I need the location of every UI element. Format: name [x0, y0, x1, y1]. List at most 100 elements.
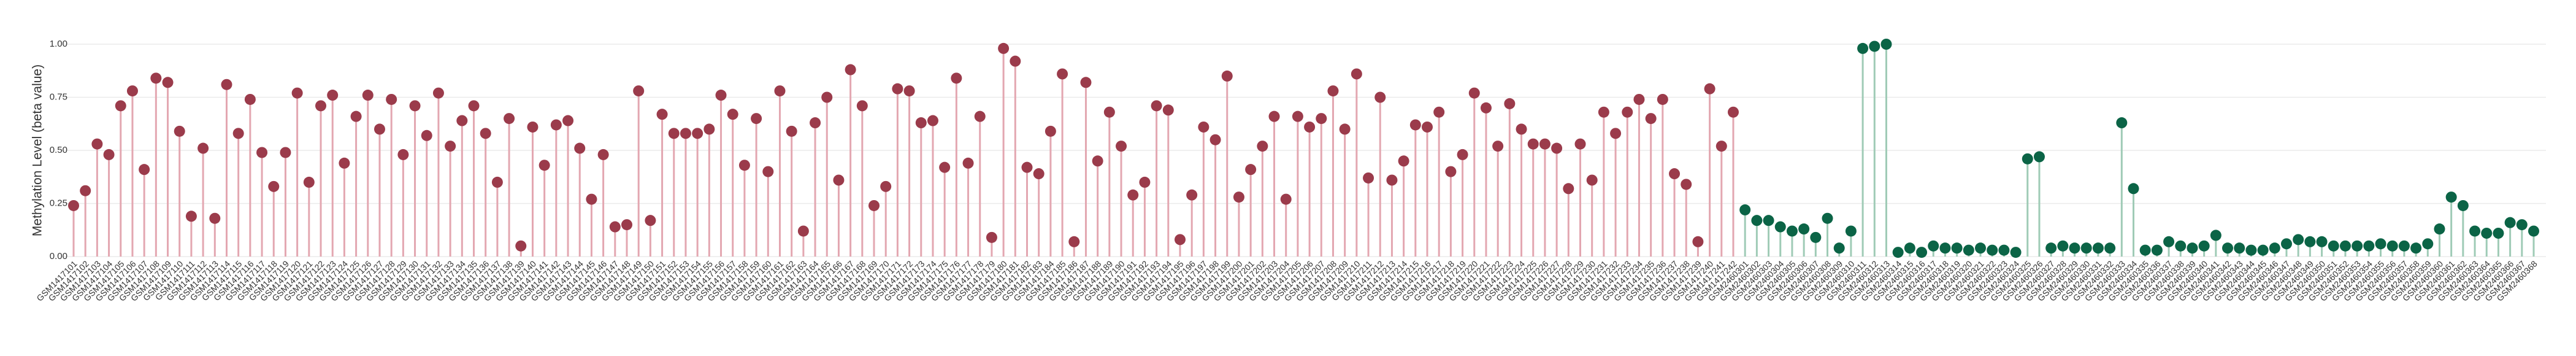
y-axis-title: Methylation Level (beta value): [31, 64, 45, 236]
dot: [1586, 174, 1598, 186]
dot: [1316, 113, 1327, 125]
dot: [126, 85, 138, 97]
dot: [445, 141, 456, 152]
dot: [715, 90, 727, 101]
dot: [1068, 236, 1080, 247]
dot: [2328, 240, 2339, 252]
dot: [1798, 223, 1810, 235]
dot: [1292, 110, 1303, 122]
dot: [1151, 100, 1162, 112]
dot: [1233, 192, 1244, 203]
dot: [2175, 240, 2187, 252]
dot: [1386, 174, 1398, 186]
dot: [2398, 240, 2410, 252]
dot: [1374, 91, 1386, 103]
dot: [1610, 128, 1622, 139]
dot: [2316, 236, 2328, 247]
dot: [1751, 215, 1763, 226]
dot: [1763, 215, 1774, 226]
dot: [185, 211, 197, 222]
dot: [1363, 172, 1374, 184]
dot: [432, 87, 444, 99]
dot: [574, 142, 586, 154]
dot: [2304, 236, 2316, 247]
dot: [2280, 238, 2292, 250]
dot: [504, 113, 515, 125]
dot: [1681, 179, 1692, 190]
dot: [927, 115, 938, 126]
dot: [915, 117, 927, 129]
dot: [1622, 106, 1633, 118]
dot: [539, 160, 550, 171]
dot: [1998, 244, 2010, 256]
dot: [197, 142, 209, 154]
dot: [2057, 240, 2069, 252]
dot: [1103, 106, 1115, 118]
dot: [2069, 242, 2080, 254]
dot: [810, 117, 821, 129]
dot: [797, 225, 809, 237]
dot: [1739, 204, 1751, 215]
dot: [1963, 244, 1974, 256]
y-tick-label: 0.25: [50, 198, 67, 208]
dot: [550, 119, 562, 131]
dot: [1021, 161, 1033, 173]
dot: [115, 100, 126, 112]
dot: [2434, 223, 2445, 235]
dot: [1257, 141, 1268, 152]
dot: [1892, 247, 1904, 258]
dot: [2410, 242, 2422, 254]
dot: [2222, 242, 2234, 254]
dot: [703, 123, 715, 135]
dot: [856, 100, 868, 112]
dot: [633, 85, 645, 97]
dot: [1645, 113, 1657, 125]
dot: [1057, 68, 1068, 80]
dot: [656, 109, 668, 120]
dot: [1692, 236, 1704, 247]
dot: [456, 115, 468, 126]
dot: [2293, 234, 2304, 246]
dot: [1598, 106, 1609, 118]
dot: [315, 100, 327, 112]
dot: [2528, 225, 2539, 237]
dot: [1092, 155, 1103, 167]
dot: [2010, 247, 2022, 258]
dot: [2269, 242, 2280, 254]
dot: [1409, 119, 1421, 131]
dot: [1563, 183, 1574, 195]
dot: [951, 72, 962, 84]
dot: [327, 90, 339, 101]
y-tick-label: 0.50: [50, 145, 67, 155]
dot: [2128, 183, 2139, 195]
dot: [2092, 242, 2104, 254]
dot: [2504, 217, 2516, 228]
y-tick-label: 1.00: [50, 39, 67, 49]
dot: [1433, 106, 1445, 118]
dot: [2022, 153, 2033, 164]
dot: [974, 110, 986, 122]
dot: [339, 157, 350, 169]
dot: [2339, 240, 2351, 252]
dot: [139, 164, 150, 176]
dot: [880, 180, 892, 192]
dot: [1116, 141, 1127, 152]
dot: [1774, 221, 1786, 233]
dot: [1822, 212, 1833, 224]
dot: [1786, 225, 1798, 237]
dot: [268, 180, 280, 192]
dot: [1468, 87, 1480, 99]
dot: [774, 85, 786, 97]
dot: [1539, 138, 1551, 150]
dot: [2352, 240, 2363, 252]
dot: [2116, 117, 2128, 129]
dot: [986, 231, 997, 243]
dot: [1904, 242, 1915, 254]
dot: [2080, 242, 2092, 254]
dot: [409, 100, 421, 112]
dot: [374, 123, 385, 135]
dot: [1186, 189, 1198, 201]
dot: [821, 91, 833, 103]
dot: [1833, 242, 1845, 254]
dot: [1422, 121, 1433, 133]
